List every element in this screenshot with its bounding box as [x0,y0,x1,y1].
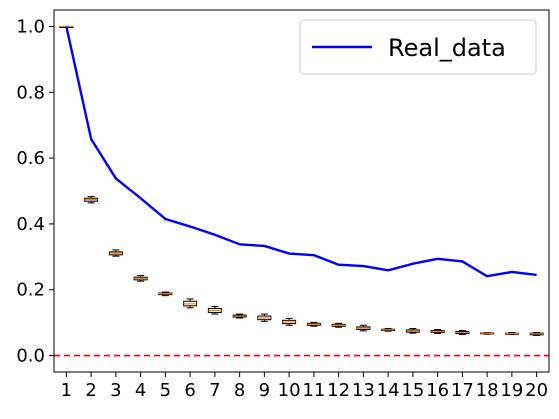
x-tick-label: 6 [184,380,195,401]
box-4 [133,275,148,282]
legend: Real_data [299,19,537,75]
y-tick-label: 0.4 [16,214,45,235]
box-9 [257,313,272,322]
box-8 [232,313,247,319]
x-tick-label: 4 [135,380,146,401]
box-17 [455,330,470,335]
x-tick-label: 3 [110,380,121,401]
y-tick-label: 0.8 [16,82,45,103]
plot-layer [54,25,549,357]
x-tick-label: 1 [61,380,72,401]
axes-layer: 0.00.20.40.60.81.01 2 3 4 5 6 7 8 9 10 11 12 13 14 15 1… [16,9,550,401]
x-tick-label: 8 [234,380,245,401]
box-11 [306,321,321,327]
y-tick-label: 0.2 [16,280,45,301]
box-16 [430,329,445,334]
x-tick-label: 18 [476,380,499,401]
series-line-real-data [65,26,537,278]
box-2 [84,196,99,204]
box-20 [529,332,544,336]
x-tick-label: 5 [160,380,171,401]
box-18 [480,332,495,335]
x-tick-label: 2 [85,380,96,401]
x-tick-label: 12 [327,380,350,401]
box-14 [381,328,396,332]
x-tick-label: 14 [377,380,400,401]
y-tick-label: 1.0 [16,16,45,37]
y-tick-label: 0.6 [16,148,45,169]
x-tick-label: 13 [352,380,375,401]
box-12 [331,322,346,328]
box-10 [282,317,297,326]
x-tick-label: 10 [278,380,301,401]
x-tick-label: 7 [209,380,220,401]
box-15 [405,328,420,334]
y-tick-label: 0.0 [16,346,45,367]
x-tick-label: 11 [302,380,325,401]
box-5 [158,291,173,297]
box-13 [356,324,371,332]
legend-label: Real_data [388,34,506,62]
box-6 [183,298,198,309]
x-tick-label: 16 [426,380,449,401]
legend-box [299,19,537,75]
x-tick-label: 9 [259,380,270,401]
box-3 [108,249,123,257]
box-19 [504,332,519,335]
box-7 [207,306,222,315]
x-tick-label: 15 [401,380,424,401]
x-tick-label: 19 [500,380,523,401]
plot-frame [53,9,550,373]
x-tick-label: 20 [525,380,548,401]
x-tick-label: 17 [451,380,474,401]
